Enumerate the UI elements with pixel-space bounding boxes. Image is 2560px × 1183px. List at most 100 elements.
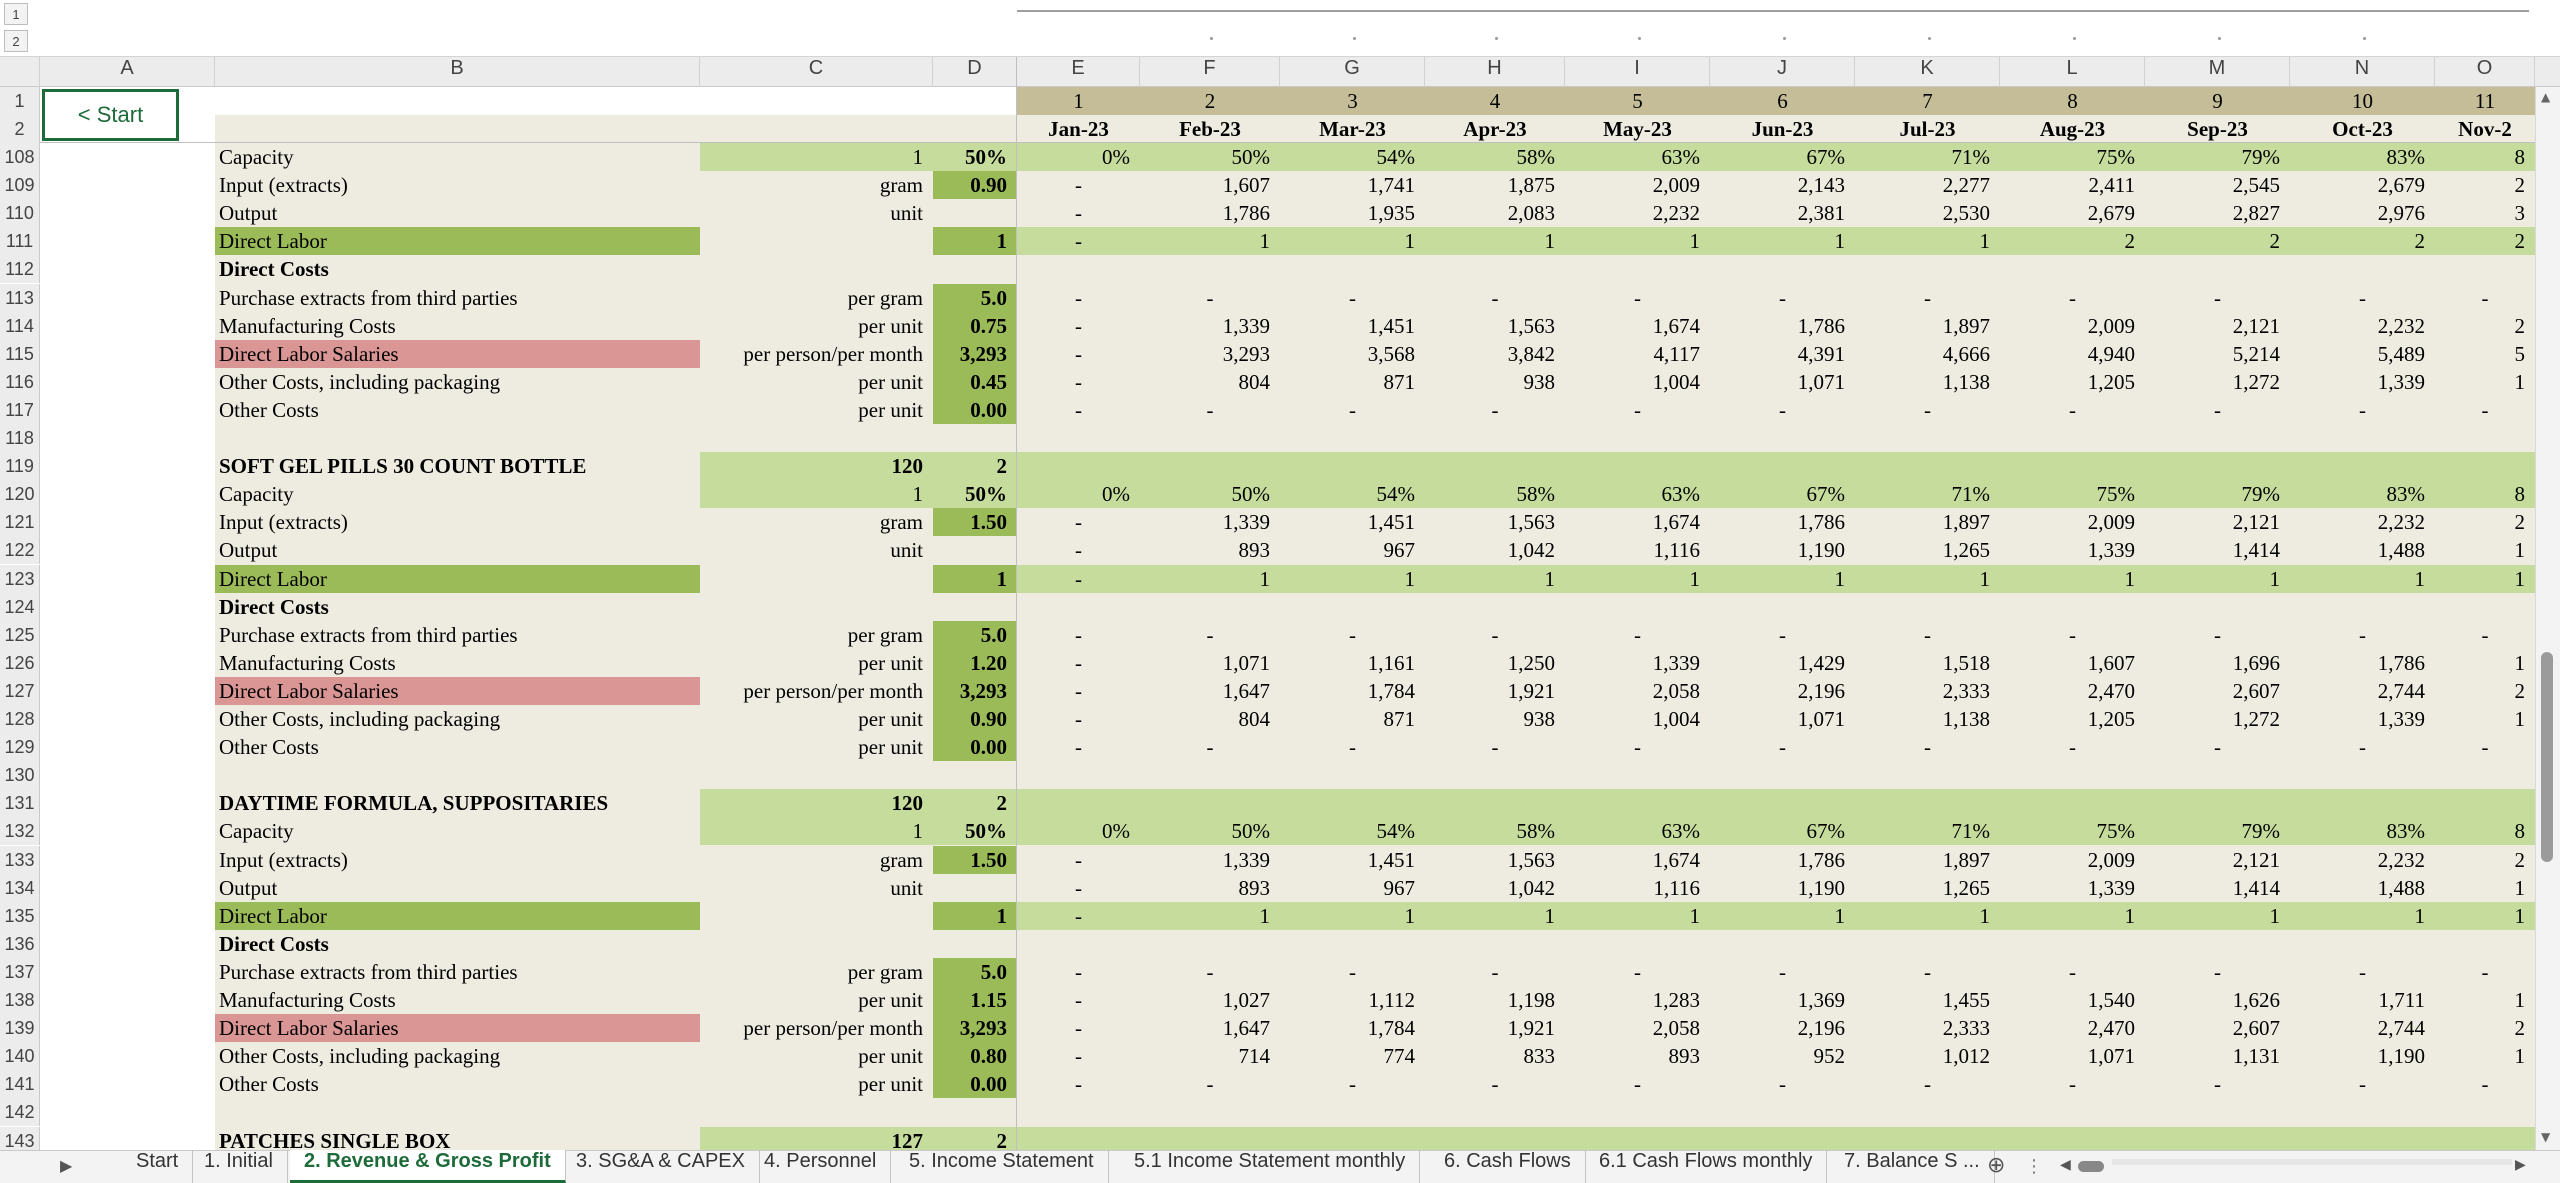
column-header-i[interactable]: I [1565,57,1710,87]
parameter-input-cell[interactable]: 3,293 [933,676,1017,705]
parameter-input-cell[interactable]: 1.50 [933,508,1017,537]
row-header[interactable]: 2 [0,115,40,143]
row-header[interactable]: 120 [0,480,40,509]
parameter-input-cell[interactable]: 0.45 [933,367,1017,396]
group-marker-dot[interactable] [2073,37,2076,40]
column-header-j[interactable]: J [1710,57,1855,87]
row-header[interactable]: 141 [0,1070,40,1099]
row-header[interactable]: 109 [0,171,40,200]
column-header-h[interactable]: H [1425,57,1565,87]
parameter-input-cell[interactable]: 5.0 [933,620,1017,649]
column-header-o[interactable]: O [2435,57,2535,87]
outline-level-1-button[interactable]: 1 [4,3,28,25]
triangle-right-icon[interactable]: ▶ [60,1156,73,1175]
sheet-tab-6[interactable]: 5. Income Statement [895,1150,1109,1183]
group-marker-dot[interactable] [1353,37,1356,40]
row-header[interactable]: 121 [0,508,40,537]
row-header[interactable]: 128 [0,705,40,734]
row-header[interactable]: 117 [0,395,40,424]
sheet-tab-2[interactable]: 1. Initial [190,1150,288,1183]
parameter-input-cell[interactable]: 2 [933,789,1017,818]
triangle-right-icon[interactable]: ▶ [2515,1157,2526,1173]
column-group-bracket[interactable] [1017,10,2529,12]
parameter-input-cell[interactable]: 1.15 [933,986,1017,1015]
parameter-input-cell[interactable]: 0.75 [933,311,1017,340]
sheet-tab-8[interactable]: 6. Cash Flows [1430,1150,1586,1183]
row-header[interactable]: 110 [0,199,40,228]
row-header[interactable]: 126 [0,648,40,677]
horizontal-scroll-thumb[interactable] [2078,1161,2104,1172]
parameter-input-cell[interactable]: 0.00 [933,395,1017,424]
parameter-input-cell[interactable]: 1 [933,227,1017,256]
row-header[interactable]: 139 [0,1014,40,1043]
row-header[interactable]: 113 [0,283,40,312]
sheet-tab-4[interactable]: 3. SG&A & CAPEX [562,1150,760,1183]
horizontal-scrollbar[interactable] [2112,1159,2512,1165]
group-marker-dot[interactable] [1638,37,1641,40]
group-marker-dot[interactable] [1928,37,1931,40]
parameter-input-cell[interactable]: 2 [933,452,1017,481]
row-header[interactable]: 136 [0,929,40,958]
parameter-input-cell[interactable]: 5.0 [933,283,1017,312]
row-header[interactable]: 143 [0,1126,40,1155]
row-header[interactable]: 108 [0,143,40,172]
column-header-g[interactable]: G [1280,57,1425,87]
row-header[interactable]: 142 [0,1098,40,1127]
scroll-up-icon[interactable]: ▲ [2541,90,2551,104]
column-header-e[interactable]: E [1017,57,1140,87]
row-header[interactable]: 129 [0,733,40,762]
row-header[interactable]: 130 [0,761,40,790]
row-header[interactable]: 127 [0,676,40,705]
sheet-tab-3[interactable]: 2. Revenue & Gross Profit [290,1150,566,1183]
group-marker-dot[interactable] [2218,37,2221,40]
column-header-c[interactable]: C [700,57,933,87]
row-header[interactable]: 125 [0,620,40,649]
outline-level-2-button[interactable]: 2 [4,30,28,52]
parameter-input-cell[interactable]: 1.50 [933,845,1017,874]
column-header-n[interactable]: N [2290,57,2435,87]
vertical-scroll-thumb[interactable] [2541,652,2553,862]
row-header[interactable]: 133 [0,845,40,874]
sheet-tab-9[interactable]: 6.1 Cash Flows monthly [1585,1150,1828,1183]
row-header[interactable]: 118 [0,424,40,453]
column-header-l[interactable]: L [2000,57,2145,87]
parameter-input-cell[interactable]: 0.00 [933,1070,1017,1099]
row-header[interactable]: 112 [0,255,40,284]
vertical-ellipsis-icon[interactable]: ⋮ [2025,1156,2043,1177]
row-header[interactable]: 138 [0,986,40,1015]
row-header[interactable]: 119 [0,452,40,481]
parameter-input-cell[interactable]: 50% [933,480,1017,509]
parameter-input-cell[interactable]: 50% [933,143,1017,172]
column-header-b[interactable]: B [215,57,700,87]
row-header[interactable]: 131 [0,789,40,818]
sheet-tab-5[interactable]: 4. Personnel [750,1150,892,1183]
vertical-scrollbar[interactable] [2535,87,2560,1150]
row-header[interactable]: 122 [0,536,40,565]
row-header[interactable]: 124 [0,592,40,621]
group-marker-dot[interactable] [1210,37,1213,40]
sheet-tab-10[interactable]: 7. Balance S ... [1830,1150,1995,1183]
parameter-input-cell[interactable]: 1.20 [933,648,1017,677]
row-header[interactable]: 111 [0,227,40,256]
parameter-input-cell[interactable]: 0.80 [933,1042,1017,1071]
column-header-k[interactable]: K [1855,57,2000,87]
triangle-left-icon[interactable]: ◀ [2060,1157,2071,1173]
scroll-down-icon[interactable]: ▼ [2541,1130,2551,1144]
row-header[interactable]: 1 [0,87,40,115]
parameter-input-cell[interactable]: 0.00 [933,733,1017,762]
column-header-a[interactable]: A [40,57,215,87]
parameter-input-cell[interactable]: 0.90 [933,705,1017,734]
group-marker-dot[interactable] [2363,37,2366,40]
row-header[interactable]: 116 [0,367,40,396]
column-header-m[interactable]: M [2145,57,2290,87]
column-header-d[interactable]: D [933,57,1017,87]
column-header-f[interactable]: F [1140,57,1280,87]
parameter-input-cell[interactable]: 5.0 [933,957,1017,986]
row-header[interactable]: 115 [0,339,40,368]
sheet-tab-1[interactable]: Start [122,1150,194,1183]
row-header[interactable]: 123 [0,564,40,593]
row-header[interactable]: 134 [0,873,40,902]
row-header[interactable]: 140 [0,1042,40,1071]
parameter-input-cell[interactable]: 1 [933,901,1017,930]
plus-circle-icon[interactable]: ⊕ [1987,1153,2006,1178]
